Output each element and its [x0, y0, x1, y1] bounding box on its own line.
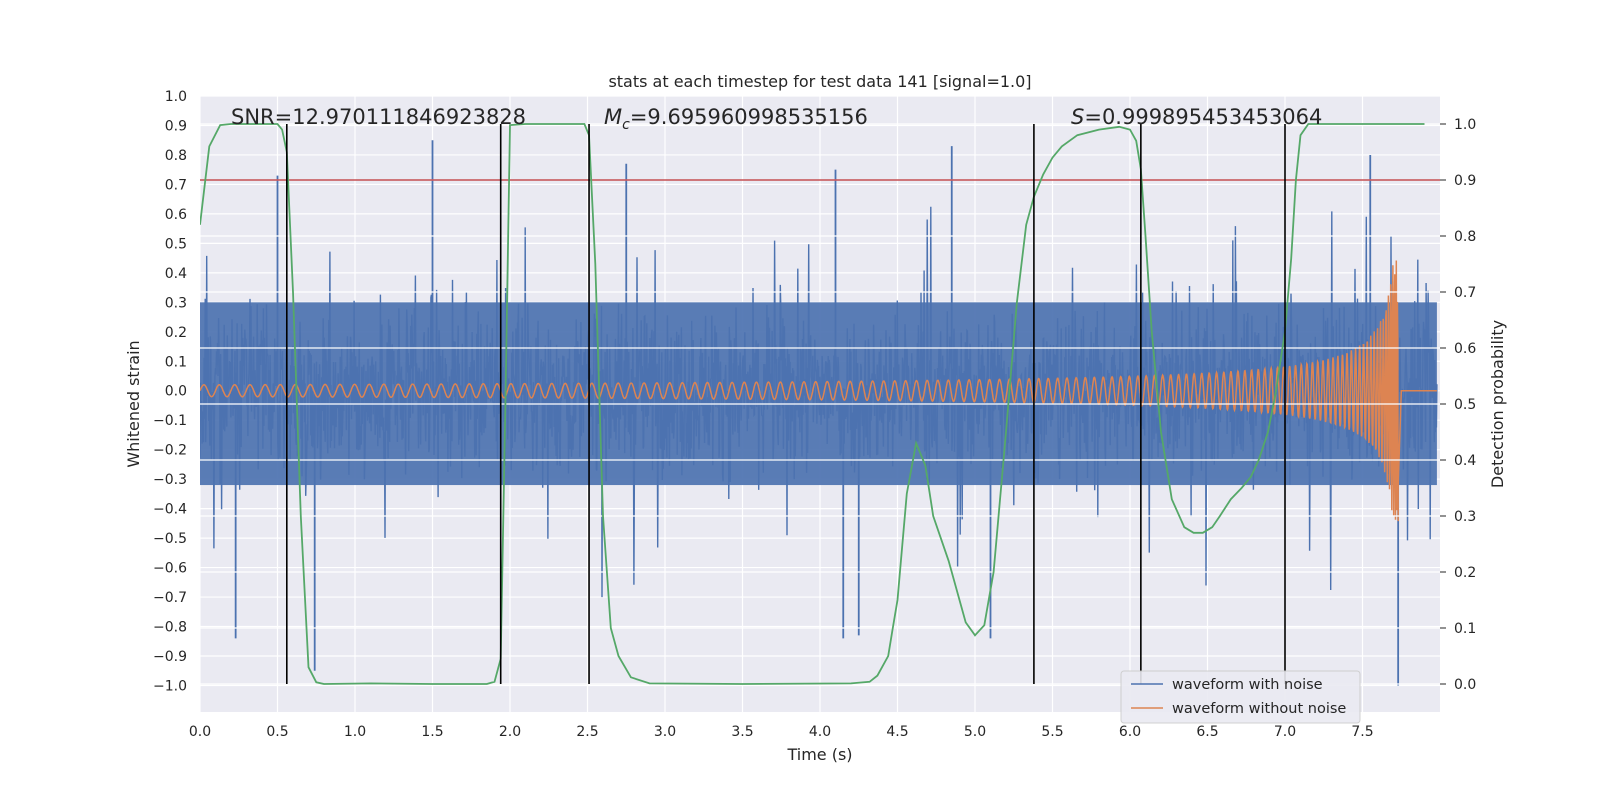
y-tick-label-left: −0.1: [153, 413, 187, 429]
x-tick-label: 4.5: [886, 724, 908, 740]
x-tick-label: 5.5: [1041, 724, 1063, 740]
x-tick-label: 3.0: [654, 724, 676, 740]
y-tick-label-right: 0.0: [1454, 677, 1476, 693]
y-tick-label-right: 0.8: [1454, 229, 1476, 245]
y-tick-label-right: 0.3: [1454, 509, 1476, 525]
y-tick-label-left: −0.9: [153, 649, 187, 665]
y-tick-label-left: −0.3: [153, 472, 187, 488]
chirp-mass-value: =9.695960998535156: [630, 105, 868, 129]
chirp-mass-annotation: Mc=9.695960998535156: [604, 105, 868, 133]
y-tick-label-left: 0.6: [165, 207, 187, 223]
x-tick-label: 1.5: [421, 724, 443, 740]
clean-trace: [200, 260, 1437, 522]
probability-trace: [200, 123, 1425, 685]
vertical-markers: [285, 124, 1286, 684]
y-tick-label-right: 0.5: [1454, 397, 1476, 413]
y-tick-label-left: 0.5: [165, 236, 187, 252]
x-tick-label: 5.0: [964, 724, 986, 740]
y-tick-label-left: −0.8: [153, 620, 187, 636]
y-axis-label-right: Detection probability: [1488, 320, 1507, 488]
x-tick-label: 3.5: [731, 724, 753, 740]
chart-title: stats at each timestep for test data 141…: [608, 72, 1031, 91]
y-tick-label-right: 0.1: [1454, 621, 1476, 637]
y-tick-label-right: 1.0: [1454, 117, 1476, 133]
y-tick-label-left: 0.2: [165, 325, 187, 341]
waveform-without-noise-series: [200, 260, 1437, 522]
legend: waveform with noise waveform without noi…: [1120, 670, 1361, 724]
y-tick-label-left: −0.5: [153, 531, 187, 547]
y-tick-label-right: 0.6: [1454, 341, 1476, 357]
x-tick-label: 2.0: [499, 724, 521, 740]
legend-box: [1120, 670, 1361, 724]
x-axis-label: Time (s): [786, 745, 852, 764]
y-tick-label-right: 0.4: [1454, 453, 1476, 469]
detection-probability-series: [200, 123, 1425, 685]
chirp-mass-subscript: c: [622, 117, 630, 133]
y-tick-label-right: 0.2: [1454, 565, 1476, 581]
s-symbol: S: [1071, 105, 1084, 129]
x-tick-label: 6.0: [1119, 724, 1141, 740]
y-tick-label-left: 0.1: [165, 354, 187, 370]
y-tick-label-left: 0.3: [165, 295, 187, 311]
y-tick-label-left: −1.0: [153, 678, 187, 694]
y-tick-label-left: 0.9: [165, 118, 187, 134]
y-tick-label-left: −0.7: [153, 590, 187, 606]
x-tick-label: 1.0: [344, 724, 366, 740]
y-tick-label-left: 0.4: [165, 266, 187, 282]
right-axis-grid: [200, 123, 1440, 685]
left-axis-ticks: 1.0 0.9 0.8 0.7 0.6 0.5 0.4 0.3 0.2 0.1 0.0 −0.1 −0.…: [153, 89, 187, 694]
right-axis-ticks: 1.0 0.9 0.8 0.7 0.6 0.5 0.4 0.3 0.2 0.1 0.0: [1440, 117, 1476, 693]
x-tick-label: 7.0: [1274, 724, 1296, 740]
x-tick-label: 6.5: [1196, 724, 1218, 740]
s-annotation: S=0.999895453453064: [1071, 105, 1322, 129]
snr-annotation: SNR=12.970111846923828: [231, 105, 526, 129]
x-tick-label: 4.0: [809, 724, 831, 740]
x-axis-ticks: 0.0 0.5 1.0 1.5 2.0 2.5 3.0 3.5 4.0 4.5 5.0 5.5 6.0 6…: [189, 724, 1374, 740]
legend-noise-label: waveform with noise: [1172, 677, 1323, 693]
y-tick-label-left: 0.8: [165, 148, 187, 164]
x-tick-label: 0.0: [189, 724, 211, 740]
y-tick-label-left: −0.2: [153, 443, 187, 459]
x-tick-label: 7.5: [1351, 724, 1373, 740]
chirp-mass-symbol: M: [604, 105, 622, 129]
y-tick-label-left: −0.4: [153, 502, 187, 518]
y-tick-label-left: −0.6: [153, 561, 187, 577]
y-tick-label-left: 0.0: [165, 384, 187, 400]
x-tick-label: 0.5: [266, 724, 288, 740]
legend-clean-label: waveform without noise: [1172, 701, 1346, 717]
y-axis-label-left: Whitened strain: [124, 340, 143, 467]
y-tick-label-right: 0.9: [1454, 173, 1476, 189]
y-tick-label-left: 0.7: [165, 177, 187, 193]
s-value: =0.999895453453064: [1084, 105, 1322, 129]
y-tick-label-right: 0.7: [1454, 285, 1476, 301]
y-tick-label-left: 1.0: [165, 89, 187, 105]
x-tick-label: 2.5: [576, 724, 598, 740]
